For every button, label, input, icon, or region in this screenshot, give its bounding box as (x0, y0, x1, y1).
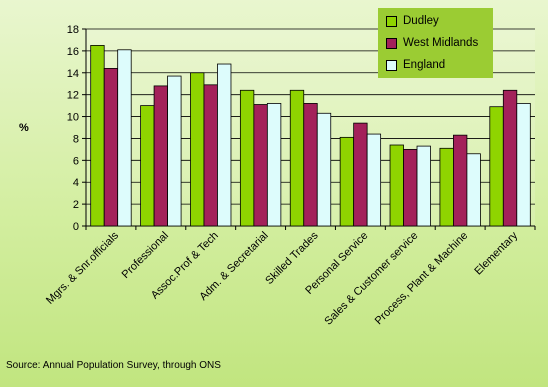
y-axis-label: % (19, 122, 29, 134)
bar-dudley (489, 106, 504, 227)
legend-label-dudley: Dudley (403, 15, 439, 27)
bar-dudley (140, 105, 155, 227)
legend-item-england: England (386, 57, 445, 73)
legend-label-england: England (403, 59, 446, 71)
bar-west-midlands (303, 103, 318, 227)
bar-dudley (239, 89, 255, 227)
bar-england (416, 145, 431, 227)
bar-england (117, 49, 132, 227)
bar-west-midlands (353, 122, 368, 227)
y-tick-label: 18 (67, 24, 79, 36)
bar-england (366, 133, 382, 227)
bar-england (167, 75, 182, 227)
bar-england (466, 153, 481, 227)
x-tick-label: Process, Plant & Machine (373, 230, 471, 328)
bar-dudley (339, 136, 355, 227)
x-tick-label: Professional (120, 230, 171, 281)
bar-west-midlands (403, 148, 418, 227)
legend-swatch-dudley (386, 15, 397, 27)
y-tick-label: 2 (73, 199, 79, 211)
bar-dudley (289, 89, 305, 227)
legend-swatch-west-midlands (386, 37, 397, 49)
legend-item-west-midlands: West Midlands (386, 35, 478, 51)
legend-label-west-midlands: West Midlands (403, 37, 479, 49)
legend-item-dudley: Dudley (386, 13, 439, 29)
bar-west-midlands (453, 134, 468, 227)
y-tick-label: 0 (73, 221, 79, 233)
y-tick-label: 12 (67, 90, 79, 102)
bar-west-midlands (153, 85, 168, 227)
x-tick-label: Sales & Customer service (322, 230, 420, 328)
bar-west-midlands (203, 84, 218, 227)
bar-england (316, 112, 332, 227)
bar-england (217, 63, 232, 227)
y-tick-label: 4 (73, 177, 79, 189)
source-note: Source: Annual Population Survey, throug… (6, 360, 221, 371)
bar-dudley (439, 147, 454, 227)
y-tick-label: 14 (67, 68, 79, 80)
bar-england (516, 103, 531, 227)
y-tick-label: 10 (67, 112, 79, 124)
bar-west-midlands (103, 68, 119, 227)
y-tick-label: 6 (73, 155, 79, 167)
x-tick-label: Elementary (472, 229, 520, 277)
bar-dudley (90, 45, 105, 227)
x-tick-label: Mgrs. & Snr.officials (44, 229, 121, 306)
bar-dudley (190, 72, 205, 227)
bar-west-midlands (253, 104, 268, 227)
bar-england (266, 103, 282, 227)
legend-swatch-england (386, 59, 397, 71)
y-tick-label: 8 (73, 133, 79, 145)
y-tick-label: 16 (67, 46, 79, 58)
bar-west-midlands (502, 89, 518, 227)
bar-dudley (389, 144, 404, 227)
legend: Dudley West Midlands England (378, 8, 493, 78)
